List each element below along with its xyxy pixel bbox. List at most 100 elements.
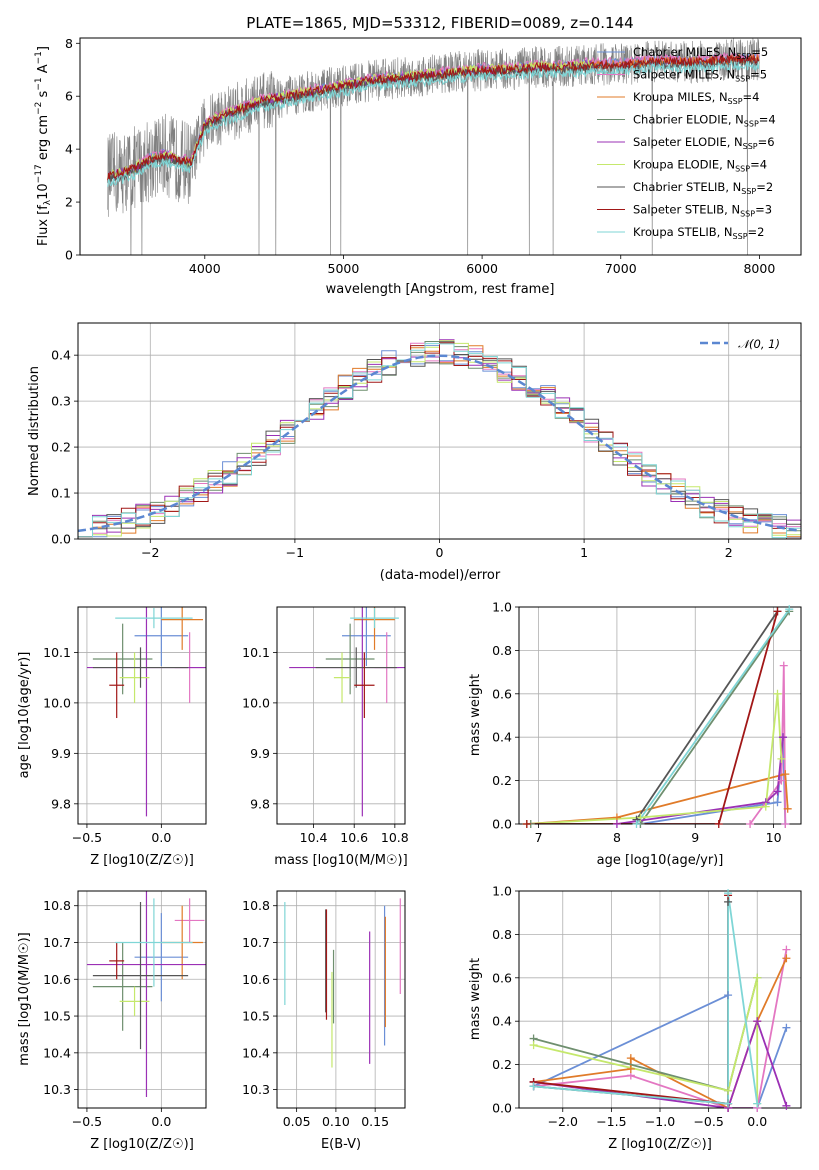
- axes-frame: [518, 606, 802, 825]
- legend-entry: Salpeter STELIB, NSSP=3: [633, 203, 772, 219]
- mass-weight-marker: [785, 605, 794, 614]
- x-tick-label: 7: [535, 830, 543, 845]
- x-axis-label: Z [log10(Z/Z☉)]: [90, 853, 194, 868]
- plot-area: [289, 607, 405, 817]
- x-tick-label: 8000: [743, 261, 775, 276]
- axes-frame: [276, 890, 406, 1109]
- x-tick-label: −2: [141, 545, 159, 560]
- y-axis-label: mass weight: [468, 674, 483, 756]
- y-tick-label: 0.4: [492, 730, 512, 745]
- axes-frame: [77, 606, 207, 825]
- mass-weight-marker: [724, 889, 733, 898]
- mass-weight-marker: [714, 820, 723, 828]
- mass-weight-marker: [773, 798, 782, 807]
- residual-histogram: [78, 342, 801, 539]
- y-tick-label: 10.7: [43, 935, 71, 950]
- mass-weight-marker: [777, 754, 786, 763]
- legend-entry: Kroupa MILES, NSSP=4: [633, 90, 759, 106]
- mass-weight-marker: [724, 1086, 733, 1095]
- y-tick-label: 0.6: [492, 970, 512, 985]
- y-axis-label: Flux [fλ10−17 erg cm−2 s−1 A−1]: [34, 46, 53, 246]
- y-tick-label: 0.3: [51, 394, 71, 409]
- x-tick-label: 10: [766, 830, 782, 845]
- mass-weight-marker: [632, 820, 641, 828]
- mass-weight-marker: [626, 1054, 635, 1063]
- legend-entry: Chabrier STELIB, NSSP=2: [633, 180, 773, 196]
- y-tick-label: 0.0: [492, 817, 512, 832]
- legend-entry: Chabrier ELODIE, NSSP=4: [633, 113, 776, 129]
- age-vs-metallicity-panel: −0.5 0.0 9.8 9.9 10.0 10.1 Z [log10(Z/Z☉)] age …: [17, 606, 207, 868]
- x-tick-label: 10.6: [340, 830, 368, 845]
- axes-frame: [79, 37, 802, 256]
- y-tick-label: 10.7: [242, 935, 270, 950]
- spectrum-panel: 4000 5000 6000 7000 8000 0 2 4 6 8 wavelength [Ang…: [34, 36, 802, 297]
- x-tick-label: 0.10: [322, 1114, 350, 1129]
- mass-weight-vs-age-panel: 7 8 9 10 0.0 0.2 0.4 0.6 0.8 1.0 age [log10(age/yr…: [468, 600, 802, 868]
- spectrum-title: PLATE=1865, MJD=53312, FIBERID=0089, z=0…: [246, 14, 633, 32]
- mass-weight-marker: [761, 802, 770, 811]
- y-tick-label: 10.3: [43, 1082, 71, 1097]
- y-tick-label: 4: [65, 142, 73, 157]
- mass-weight-marker: [773, 689, 782, 698]
- mass-weight-marker: [746, 820, 755, 828]
- plot-area: [86, 607, 206, 817]
- x-axis-label: age [log10(age/yr)]: [597, 853, 724, 868]
- x-tick-label: 8: [613, 830, 621, 845]
- y-tick-label: 0.0: [492, 1101, 512, 1116]
- x-tick-label: −1.5: [596, 1114, 626, 1129]
- y-tick-label: 0.0: [51, 532, 71, 547]
- y-tick-label: 10.1: [242, 645, 270, 660]
- mass-weight-marker: [782, 1101, 791, 1110]
- y-tick-label: 10.3: [242, 1082, 270, 1097]
- x-axis-label: mass [log10(M/M☉)]: [274, 853, 407, 868]
- y-tick-label: 1.0: [492, 884, 512, 899]
- x-axis-label: wavelength [Angstrom, rest frame]: [326, 282, 555, 297]
- residual-histogram: [78, 342, 801, 539]
- x-axis-label: Z [log10(Z/Z☉)]: [608, 1137, 712, 1152]
- mass-weight-marker: [522, 820, 531, 828]
- gaussian-reference-curve: [78, 354, 801, 533]
- x-axis-label: (data-model)/error: [380, 568, 501, 583]
- x-tick-label: 0.0: [747, 1114, 767, 1129]
- y-tick-label: 9.9: [51, 746, 71, 761]
- mass-weight-marker: [724, 1099, 733, 1108]
- y-tick-label: 10.4: [242, 1045, 270, 1060]
- mass-weight-line: [533, 993, 788, 1108]
- y-tick-label: 0.1: [51, 486, 71, 501]
- y-tick-label: 8: [65, 36, 73, 51]
- x-tick-label: −0.5: [72, 830, 102, 845]
- y-tick-label: 10.6: [43, 972, 71, 987]
- legend-entry: 𝒩(0, 1): [738, 337, 780, 351]
- y-tick-label: 2: [65, 195, 73, 210]
- y-tick-label: 9.9: [250, 746, 270, 761]
- y-tick-label: 10.8: [43, 898, 71, 913]
- mass-weight-marker: [626, 1064, 635, 1073]
- mass-weight-marker: [529, 1082, 538, 1091]
- mass-weight-marker: [773, 787, 782, 796]
- mass-weight-line: [533, 949, 788, 1108]
- x-tick-label: 0.15: [361, 1114, 389, 1129]
- x-tick-label: 0.05: [283, 1114, 311, 1129]
- x-tick-label: −0.5: [72, 1114, 102, 1129]
- mass-weight-marker: [783, 804, 792, 813]
- mass-weight-line: [533, 957, 788, 1108]
- mass-weight-marker: [753, 1099, 762, 1108]
- mass-weight-line: [635, 608, 791, 824]
- y-axis-label: Normed distribution: [27, 366, 42, 496]
- axes-frame: [276, 606, 406, 825]
- y-tick-label: 1.0: [492, 600, 512, 615]
- x-tick-label: −2.0: [548, 1114, 578, 1129]
- x-tick-label: 10.8: [381, 830, 409, 845]
- plot-area: [107, 38, 760, 255]
- y-tick-label: 0.8: [492, 643, 512, 658]
- y-tick-label: 10.6: [242, 972, 270, 987]
- y-axis-label: mass [log10(M/M☉)]: [17, 932, 32, 1065]
- y-tick-label: 10.4: [43, 1045, 71, 1060]
- x-tick-label: −1: [286, 545, 304, 560]
- y-tick-label: 0.4: [51, 348, 71, 363]
- y-tick-label: 10.0: [43, 695, 71, 710]
- mass-vs-ebv-panel: 0.05 0.10 0.15 10.3 10.4 10.5 10.6 10.7 10.8 E(B-…: [242, 890, 406, 1152]
- x-tick-label: 4000: [189, 261, 221, 276]
- mass-weight-line: [526, 611, 779, 824]
